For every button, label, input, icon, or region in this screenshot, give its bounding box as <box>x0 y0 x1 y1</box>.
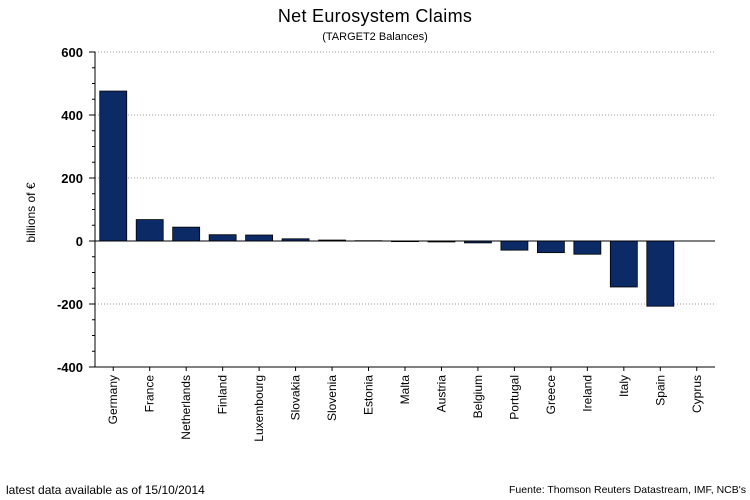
x-tick-label: Austria <box>434 375 448 413</box>
x-tick-label: Greece <box>544 375 558 415</box>
x-tick-label: Germany <box>106 375 120 424</box>
x-tick-label: Portugal <box>507 375 521 420</box>
x-tick-label: Estonia <box>362 375 376 415</box>
bar-netherlands <box>172 226 201 242</box>
x-tick-label: Spain <box>653 375 667 406</box>
bar-greece <box>536 240 565 254</box>
source-note: Fuente: Thomson Reuters Datastream, IMF,… <box>509 484 746 496</box>
chart-title: Net Eurosystem Claims <box>277 6 473 26</box>
x-tick-label: Cyprus <box>690 375 704 413</box>
bar-germany <box>99 90 128 242</box>
x-tick-label: Belgium <box>471 375 485 418</box>
bar-spain <box>646 240 675 307</box>
bar-italy <box>609 240 638 288</box>
bar-portugal <box>500 240 529 251</box>
x-tick-label: Slovenia <box>325 375 339 421</box>
x-tick-label: France <box>143 375 157 413</box>
y-tick-label: -400 <box>57 360 83 375</box>
x-tick-label: Ireland <box>580 375 594 412</box>
x-tick-label: Netherlands <box>179 375 193 440</box>
bar-ireland <box>573 240 602 255</box>
chart-subtitle: (TARGET2 Balances) <box>322 31 428 43</box>
data-date-note: latest data available as of 15/10/2014 <box>6 483 205 497</box>
x-tick-label: Slovakia <box>289 375 303 421</box>
bar-luxembourg <box>245 234 274 242</box>
y-tick-label: 0 <box>76 234 83 249</box>
y-tick-label: 200 <box>61 171 83 186</box>
x-tick-label: Malta <box>398 375 412 405</box>
y-tick-label: 600 <box>61 45 83 60</box>
bar-france <box>135 219 164 242</box>
x-tick-label: Finland <box>216 375 230 414</box>
bar-finland <box>208 234 237 242</box>
y-tick-label: -200 <box>57 297 83 312</box>
y-tick-label: 400 <box>61 108 83 123</box>
x-tick-label: Italy <box>617 375 631 397</box>
y-axis-label: billions of € <box>24 182 38 242</box>
x-tick-label: Luxembourg <box>252 375 266 442</box>
